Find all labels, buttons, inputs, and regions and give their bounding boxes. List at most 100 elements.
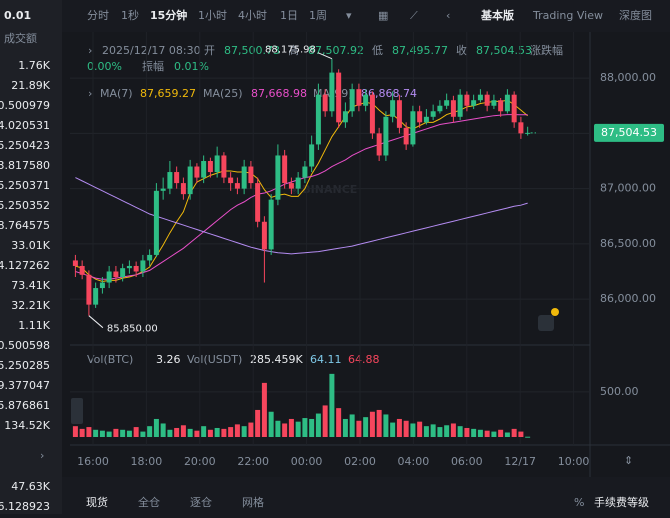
volume-bar (228, 427, 234, 437)
volume-bar (430, 424, 436, 437)
candle-body (275, 155, 281, 200)
volume-bar (423, 426, 429, 437)
volume-bar (282, 423, 288, 437)
icon-back[interactable]: ‹ (446, 9, 450, 22)
icon-draw[interactable]: ⟋ (410, 9, 418, 22)
candle-body (153, 190, 159, 255)
interval-tab[interactable]: 分时 (87, 9, 109, 22)
volume-bar (336, 408, 342, 437)
candle-body (437, 105, 443, 112)
ma-icon: › (88, 87, 92, 100)
candle-body (403, 127, 409, 145)
candle-body (498, 100, 504, 112)
candle-body (248, 166, 254, 184)
candle-body (457, 94, 463, 117)
amp-label: 振幅 (142, 59, 164, 73)
volume-bar (93, 429, 99, 437)
interval-tab[interactable]: 1秒 (121, 8, 139, 22)
left-value: 1.11K (18, 319, 50, 332)
info-value: 87,500.73 (224, 44, 280, 57)
view-tab[interactable]: 深度图 (619, 8, 652, 22)
volume-bar (396, 418, 402, 437)
volume-bar (390, 422, 396, 437)
volume-bar (106, 431, 112, 437)
scroll-handle[interactable] (71, 398, 83, 424)
ma-line (75, 114, 528, 280)
fee-link[interactable]: 手续费等级 (594, 495, 649, 509)
volume-bar (234, 424, 240, 437)
volume-bar (329, 373, 335, 437)
volume-bar (140, 431, 146, 437)
candle-body (464, 94, 470, 106)
candle-body (268, 199, 274, 250)
left-value: 5.876861 (0, 399, 50, 412)
candle-body (214, 155, 220, 173)
volume-bar (410, 423, 416, 437)
left-value: 4.020531 (0, 119, 50, 132)
interval-tab[interactable]: 1小时 (198, 9, 227, 22)
view-tab[interactable]: 基本版 (480, 8, 514, 22)
info-key: 低 (372, 44, 383, 57)
volume-bar (504, 432, 510, 437)
trade-tab[interactable]: 网格 (242, 495, 264, 509)
dropdown[interactable]: ▾ (346, 9, 352, 22)
interval-tab[interactable]: 4小时 (238, 9, 267, 22)
percent-icon[interactable]: % (574, 496, 584, 509)
precision[interactable]: 0.01 (4, 9, 31, 22)
volume-bar (99, 430, 105, 437)
candle-body (504, 94, 510, 112)
interval-tab[interactable]: 1日 (280, 9, 298, 22)
trade-tab[interactable]: 逐仓 (190, 495, 212, 509)
interval-tab[interactable]: 1周 (309, 9, 327, 22)
candle-body (491, 100, 497, 106)
volume-bar (457, 426, 463, 437)
icon-settings[interactable]: ▦ (378, 9, 388, 22)
column-header: 成交额 (4, 31, 37, 45)
vol-ma2: 64.88 (348, 353, 380, 366)
x-tick-label: 18:00 (131, 455, 163, 468)
info-key: 开 (204, 44, 215, 57)
volume-bar (437, 427, 443, 437)
candle-body (282, 155, 288, 184)
volume-bar (349, 414, 355, 437)
bottom-bar (62, 477, 670, 514)
vol-usdt-label: Vol(USDT) (187, 353, 242, 366)
alert-icon[interactable] (538, 315, 554, 331)
vol-usdt-value: 285.459K (250, 353, 303, 366)
expand-arrow[interactable]: › (40, 449, 44, 462)
left-value: 5.250423 (0, 139, 50, 152)
volume-bar (322, 405, 328, 437)
volume-bar (221, 428, 227, 437)
candle-body (349, 89, 355, 112)
volume-bar (187, 428, 193, 437)
alert-dot (551, 308, 559, 316)
candle-body (417, 111, 423, 123)
interval-tab[interactable]: 15分钟 (150, 8, 187, 22)
trade-tab[interactable]: 全仓 (138, 495, 160, 509)
candle-body (221, 155, 227, 178)
volume-bar (518, 431, 524, 437)
view-tab[interactable]: Trading View (532, 9, 603, 22)
candle-body (525, 132, 531, 134)
trade-tab[interactable]: 现货 (86, 495, 108, 509)
candle-body (261, 221, 267, 250)
candle-body (484, 94, 490, 106)
volume-bar (315, 413, 321, 437)
left-value: 3.817580 (0, 159, 50, 172)
candle-body (444, 100, 450, 106)
candle-body (477, 94, 483, 101)
volume-bar (126, 430, 132, 437)
y-tick-label: 86,500.00 (600, 237, 656, 250)
volume-bar (417, 421, 423, 437)
ma-value: 87,659.27 (140, 87, 196, 100)
candle-body (241, 166, 247, 189)
axis-reset[interactable]: ⇕ (624, 454, 633, 467)
volume-bar (498, 429, 504, 437)
volume-bar (471, 428, 477, 437)
info-key: 高 (288, 43, 299, 57)
left-value: 1.76K (18, 59, 50, 72)
left-value: 5.250371 (0, 179, 50, 192)
left-value: 6.128923 (0, 500, 50, 513)
left-value: 4.127262 (0, 259, 50, 272)
y-tick-label: 86,000.00 (600, 292, 656, 305)
